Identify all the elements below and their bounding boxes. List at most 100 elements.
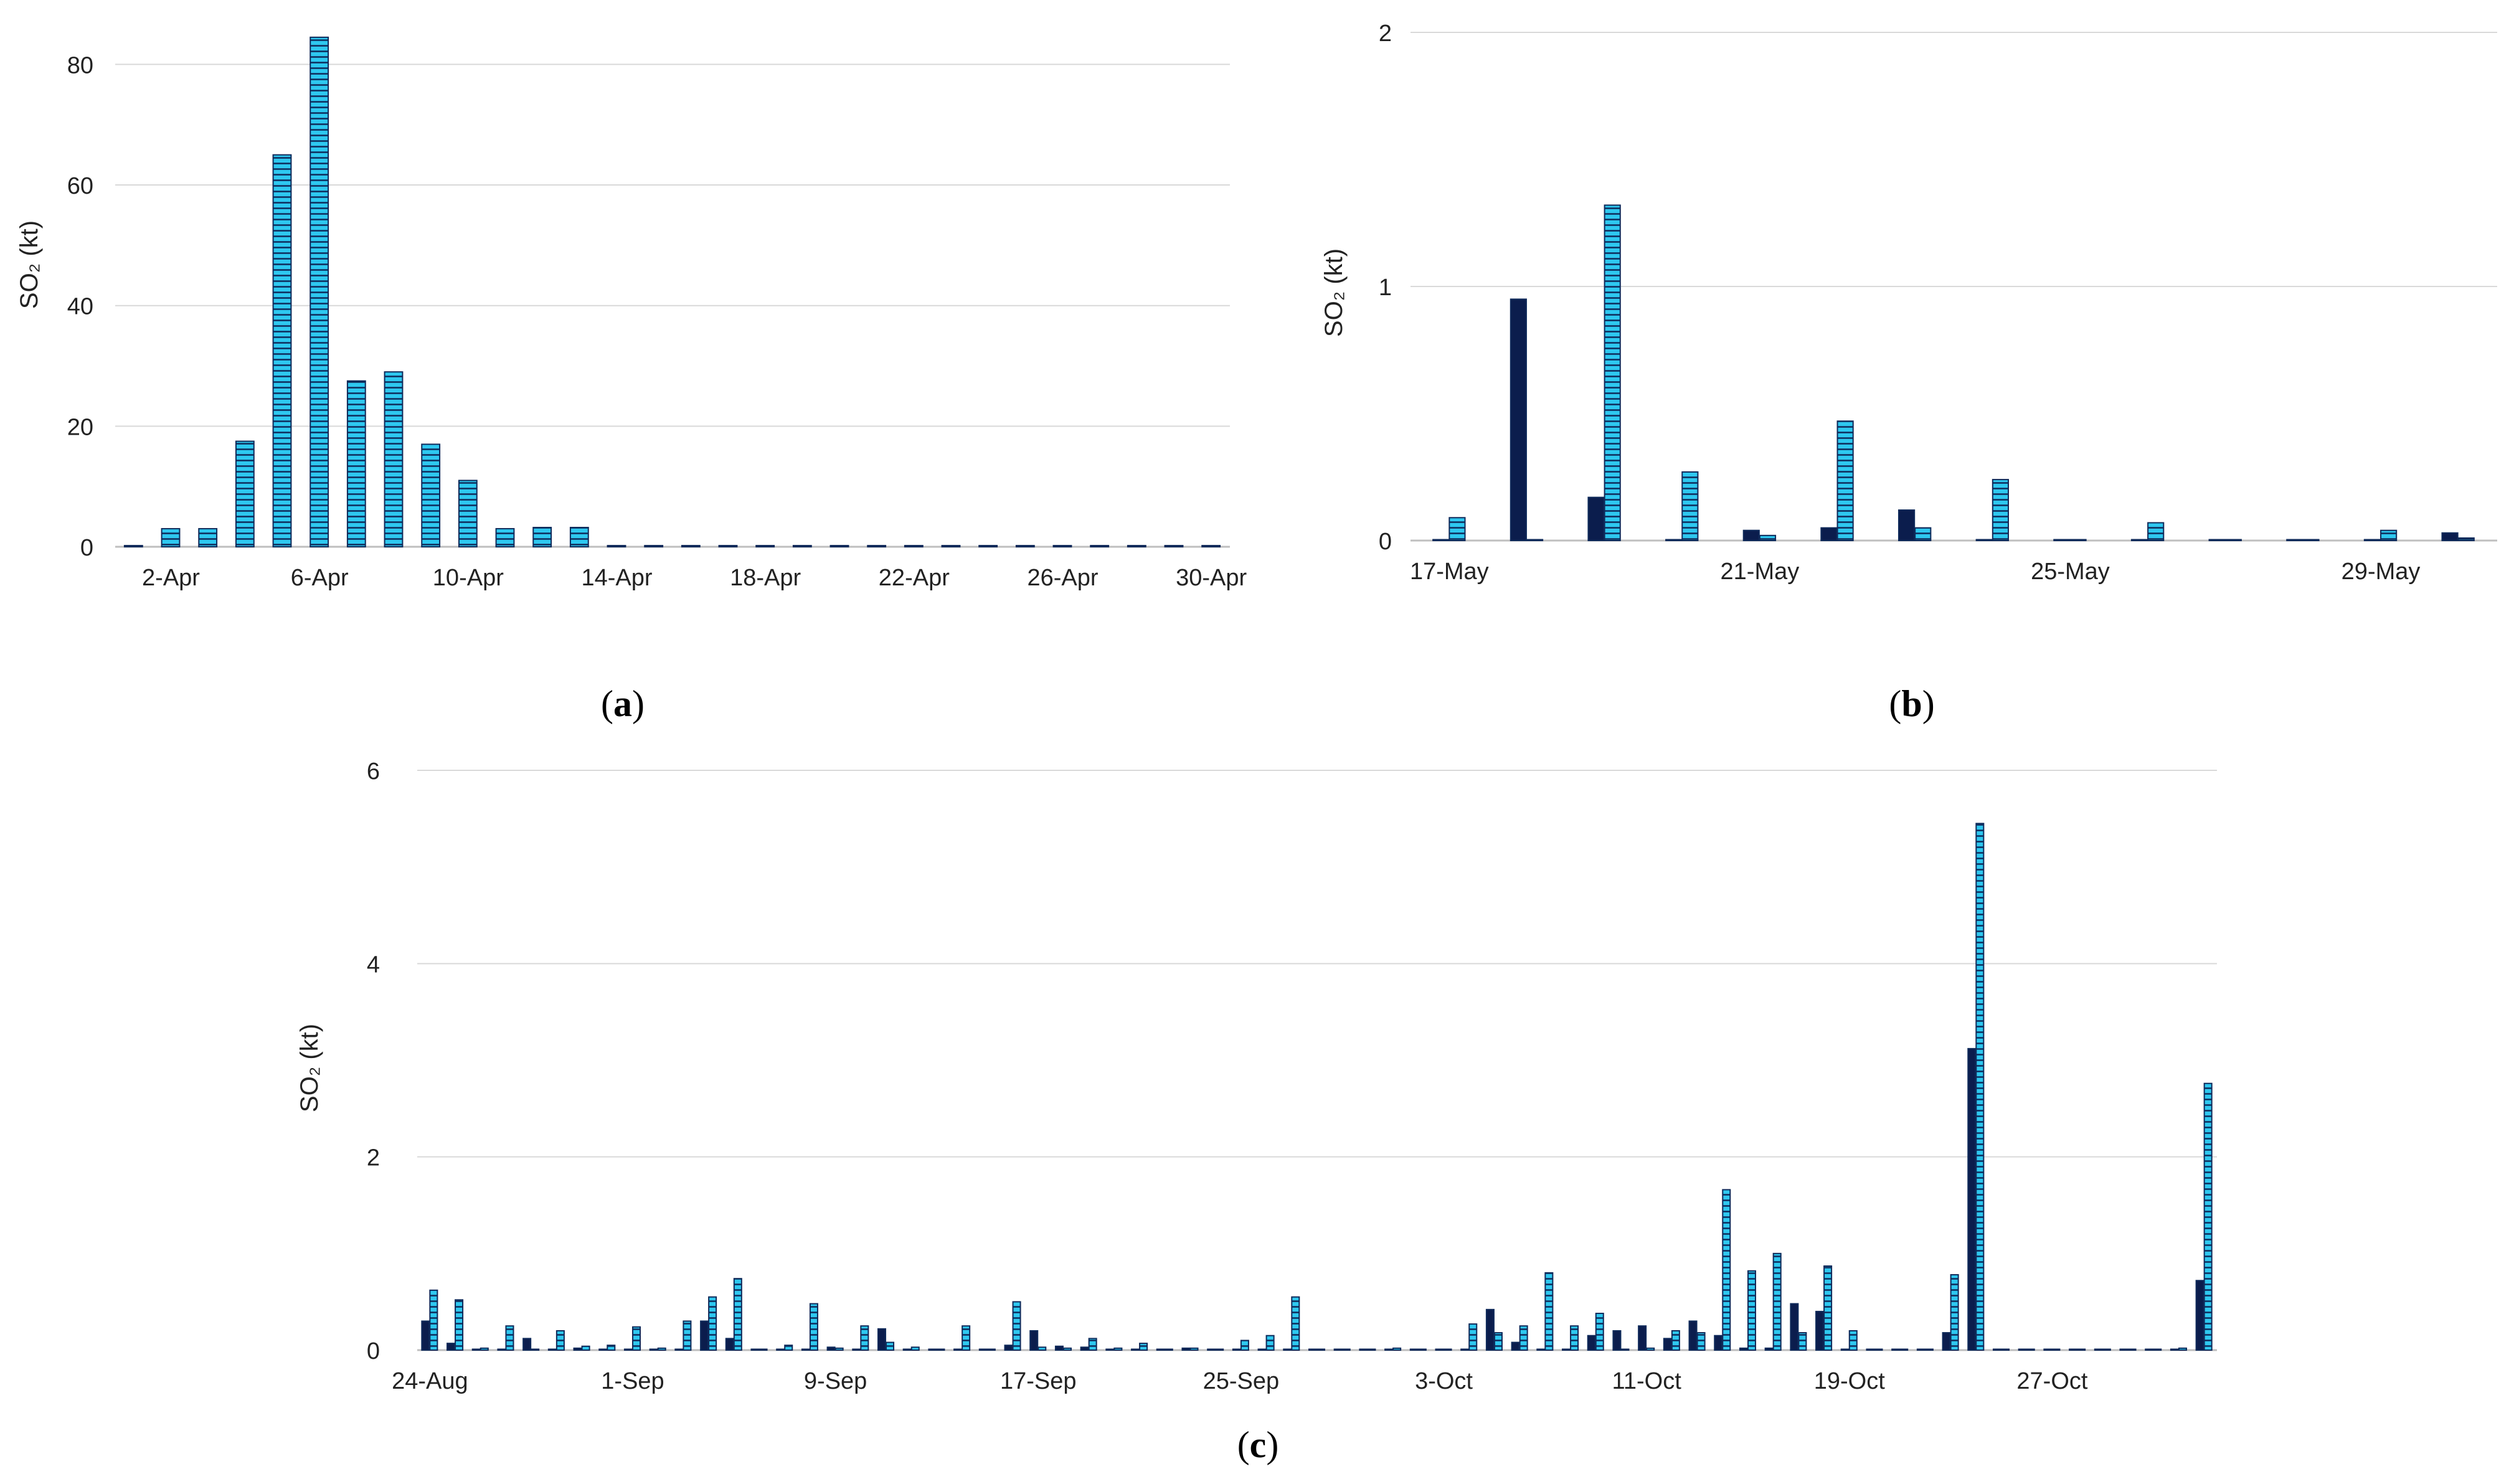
bar-9-Apr [421,443,441,548]
panel-label-b: (b) [1889,683,1934,724]
x-tick-label: 17-May [1410,559,1489,585]
bar-26-Oct [2026,1348,2035,1351]
bar-20-Sep [1105,1348,1115,1351]
bar-23-Sep [1181,1347,1191,1351]
bar-29-Aug [555,1330,565,1351]
bar-14-Sep [953,1348,963,1351]
panel-label-c: (c) [1237,1424,1279,1465]
bar-27-Oct [2043,1348,2053,1351]
bar-28-Aug [531,1348,540,1351]
bar-21-May [1742,529,1760,541]
bar-1-Apr [123,545,143,548]
y-tick-label: 1 [1379,275,1392,301]
bar-5-Oct [1493,1332,1503,1351]
bar-15-Apr [644,545,664,548]
bar-23-May [1898,509,1916,541]
x-tick-label: 21-May [1721,559,1800,585]
bar-29-Sep [1333,1348,1343,1351]
bar-20-Sep [1113,1347,1123,1351]
bar-26-Sep [1257,1348,1267,1351]
bar-25-May [2069,539,2087,541]
bar-11-Sep [877,1328,887,1351]
bar-26-Aug [480,1347,489,1351]
bar-19-Sep [1080,1346,1089,1351]
bar-16-Sep [1012,1301,1021,1351]
bar-25-Oct [1992,1348,2002,1351]
bar-18-Oct [1815,1310,1825,1351]
bar-29-May [2380,529,2398,541]
bar-26-Aug [471,1348,481,1351]
bar-30-Oct [2119,1348,2129,1351]
bar-29-Sep [1341,1348,1351,1351]
bar-11-Sep [886,1341,895,1351]
x-tick-label: 19-Oct [1814,1368,1885,1394]
bar-26-Sep [1265,1335,1275,1351]
bar-10-Sep [852,1348,861,1351]
bar-14-Oct [1714,1335,1723,1351]
bar-12-Oct [1663,1338,1672,1351]
bar-21-Oct [1899,1348,1909,1351]
bar-8-Apr [384,371,404,548]
bar-23-Apr [941,545,961,548]
bar-29-May [2363,539,2381,541]
bar-15-Oct [1747,1270,1756,1351]
bar-25-May [2053,539,2071,541]
bar-20-Apr [829,545,849,548]
bar-2-Sep [649,1348,658,1351]
bar-22-Sep [1156,1348,1165,1351]
bar-10-Apr [458,480,478,548]
bar-11-Oct [1638,1325,1647,1351]
y-tick-label: 80 [67,52,93,78]
bar-12-Sep [902,1348,912,1351]
bar-28-Sep [1308,1348,1317,1351]
bar-25-Sep [1232,1348,1241,1351]
bar-11-Apr [495,527,515,547]
bar-18-May [1526,539,1544,541]
bar-8-Oct [1570,1325,1579,1351]
bar-29-Aug [547,1348,557,1351]
bar-20-May [1681,471,1699,542]
bar-24-Oct [1967,1047,1977,1351]
bar-6-Sep [758,1348,768,1351]
bar-21-Oct [1891,1348,1901,1351]
bar-25-Apr [1015,545,1035,548]
bar-27-Sep [1291,1296,1300,1351]
bar-8-Oct [1562,1348,1571,1351]
bar-6-Oct [1511,1341,1520,1351]
bar-15-Sep [986,1348,996,1351]
bar-25-Sep [1240,1340,1249,1351]
bar-4-Sep [708,1296,717,1351]
bar-28-Apr [1127,545,1146,548]
bar-16-Apr [681,545,701,548]
bar-24-Sep [1215,1348,1224,1351]
bar-6-Oct [1519,1325,1528,1351]
x-tick-label: 22-Apr [879,565,950,591]
bar-23-May [1914,527,1932,541]
bar-5-Sep [733,1278,742,1351]
bar-3-Apr [198,527,218,547]
bar-8-Sep [809,1303,818,1351]
bar-20-Oct [1874,1348,1883,1351]
bar-3-Sep [683,1320,692,1351]
bar-19-May [1604,204,1621,541]
bar-15-Sep [978,1348,988,1351]
bar-27-Oct [2051,1348,2061,1351]
bar-1-Sep [623,1348,633,1351]
bar-1-Nov [2170,1348,2179,1351]
bar-24-Sep [1207,1348,1216,1351]
x-tick-label: 27-Oct [2016,1368,2087,1394]
bar-10-Oct [1612,1330,1622,1351]
bar-20-May [1665,539,1683,541]
bar-26-Apr [1052,545,1072,548]
bar-26-May [2147,522,2165,542]
bar-22-Oct [1916,1348,1926,1351]
bar-24-Oct [1975,823,1985,1351]
bar-2-Oct [1417,1348,1427,1351]
bar-19-Oct [1840,1348,1850,1351]
x-tick-label: 10-Apr [433,565,504,591]
bar-9-Sep [834,1347,844,1351]
bar-22-Sep [1164,1348,1173,1351]
bar-4-Apr [235,440,255,548]
bar-8-Sep [801,1348,810,1351]
